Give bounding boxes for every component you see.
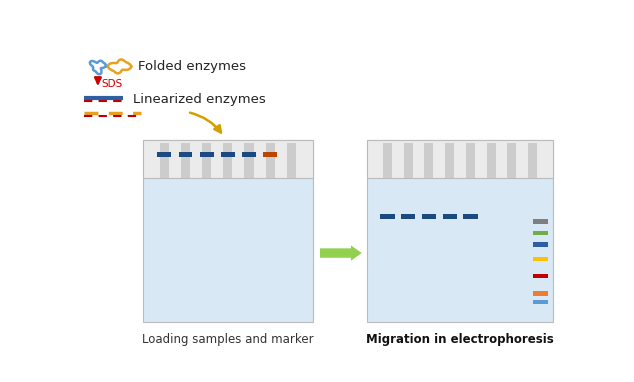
Bar bbox=[287, 143, 296, 178]
Bar bbox=[425, 143, 434, 178]
Bar bbox=[223, 143, 233, 178]
Bar bbox=[202, 143, 211, 178]
Text: Migration in electrophoresis: Migration in electrophoresis bbox=[366, 333, 554, 346]
Bar bbox=[157, 152, 171, 157]
Bar bbox=[466, 143, 475, 178]
Bar bbox=[383, 143, 392, 178]
Bar bbox=[401, 214, 415, 219]
Bar bbox=[245, 143, 254, 178]
Bar bbox=[160, 143, 169, 178]
Bar bbox=[221, 152, 235, 157]
Bar bbox=[380, 214, 394, 219]
Bar bbox=[533, 291, 548, 296]
Text: Folded enzymes: Folded enzymes bbox=[138, 60, 246, 73]
Bar bbox=[143, 140, 313, 178]
Bar bbox=[533, 300, 548, 304]
Text: SDS: SDS bbox=[102, 79, 123, 89]
FancyArrow shape bbox=[320, 245, 362, 261]
Bar bbox=[443, 214, 456, 219]
Bar bbox=[533, 274, 548, 278]
Bar bbox=[266, 143, 275, 178]
Bar bbox=[366, 140, 553, 178]
Bar bbox=[404, 143, 413, 178]
Bar bbox=[200, 152, 214, 157]
Text: Loading samples and marker: Loading samples and marker bbox=[142, 333, 314, 346]
Bar bbox=[487, 143, 496, 178]
Bar bbox=[528, 143, 537, 178]
Bar bbox=[143, 140, 313, 322]
Bar bbox=[242, 152, 256, 157]
Bar bbox=[366, 140, 553, 322]
Bar bbox=[533, 219, 548, 223]
Bar bbox=[533, 231, 548, 235]
Text: Linearized enzymes: Linearized enzymes bbox=[133, 93, 266, 106]
Bar bbox=[533, 257, 548, 261]
Bar bbox=[181, 143, 190, 178]
Bar bbox=[445, 143, 454, 178]
Bar bbox=[463, 214, 477, 219]
Bar bbox=[179, 152, 192, 157]
Bar bbox=[422, 214, 436, 219]
Bar bbox=[533, 243, 548, 247]
Bar bbox=[263, 152, 277, 157]
Bar bbox=[507, 143, 516, 178]
